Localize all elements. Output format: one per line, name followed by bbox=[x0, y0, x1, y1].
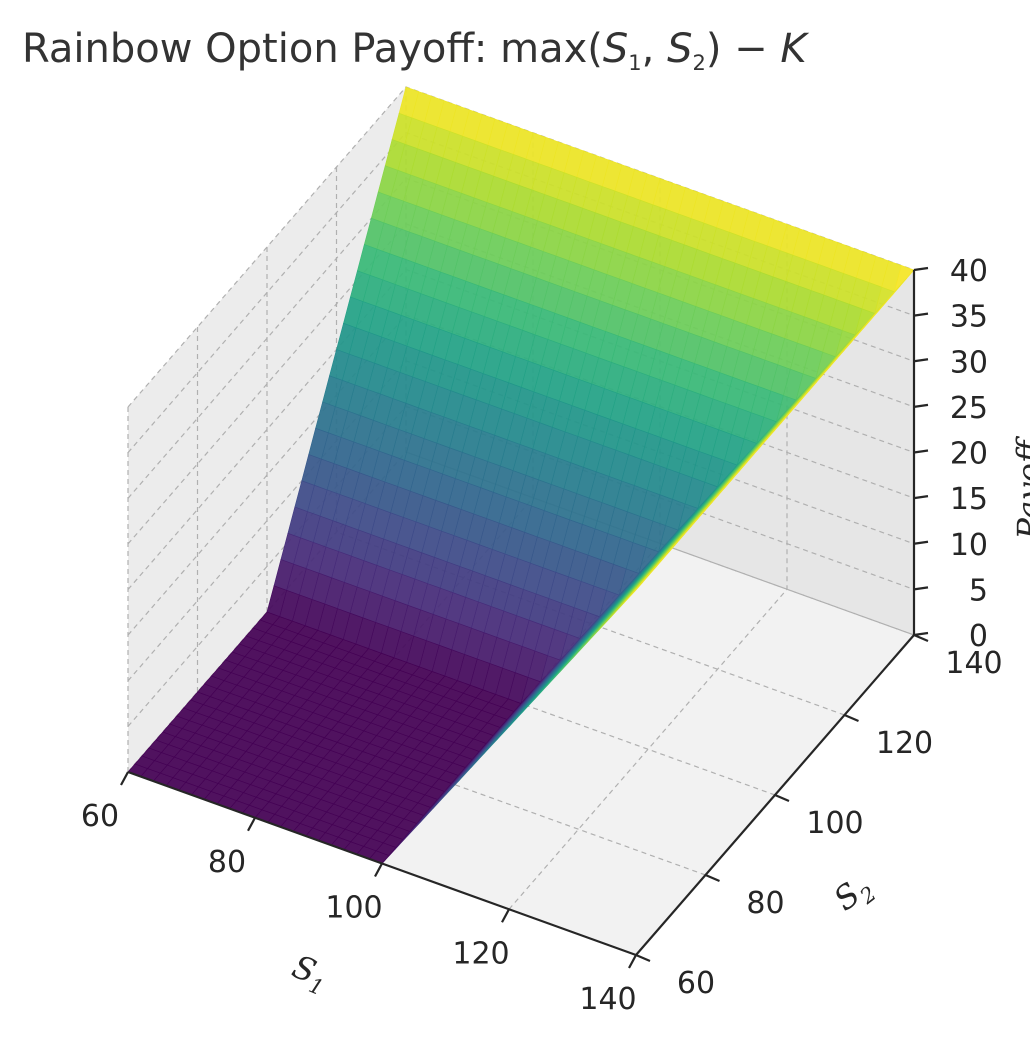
grid-line-y bbox=[335, 167, 845, 716]
x-tick bbox=[374, 862, 383, 878]
x-tick-label: 120 bbox=[452, 936, 509, 971]
z-tick-label: 0 bbox=[969, 619, 988, 654]
chart-title: Rainbow Option Payoff: max(S1, S2) − K bbox=[22, 26, 809, 75]
z-tick-label: 5 bbox=[969, 573, 988, 608]
y-tick bbox=[635, 953, 651, 963]
y-tick-label: 60 bbox=[677, 966, 715, 1001]
z-tick-label: 25 bbox=[950, 391, 988, 426]
z-tick bbox=[913, 312, 929, 317]
z-tick-label: 30 bbox=[950, 345, 988, 380]
y-axis-label: S2 bbox=[827, 867, 881, 923]
surface-patch bbox=[623, 581, 644, 604]
z-tick bbox=[913, 358, 929, 363]
y-tick-label: 100 bbox=[806, 806, 863, 841]
z-tick bbox=[913, 540, 929, 545]
x-tick-label: 140 bbox=[579, 982, 636, 1017]
x-tick-label: 80 bbox=[208, 845, 246, 880]
z-tick-label: 40 bbox=[950, 254, 988, 289]
payoff-surface bbox=[127, 86, 915, 864]
z-tick-label: 15 bbox=[950, 482, 988, 517]
grid-line-y bbox=[266, 247, 776, 796]
z-tick-label: 20 bbox=[950, 437, 988, 472]
z-tick bbox=[913, 586, 929, 591]
y-tick-label: 120 bbox=[876, 726, 933, 761]
z-axis-label: Payoff bbox=[1010, 435, 1030, 541]
x-axis-label: S1 bbox=[285, 947, 334, 1000]
x-tick bbox=[120, 771, 129, 786]
x-tick bbox=[247, 817, 256, 832]
y-tick-label: 80 bbox=[746, 886, 784, 921]
x-tick bbox=[501, 908, 510, 923]
grid-line-y bbox=[196, 327, 706, 876]
y-tick bbox=[774, 793, 790, 803]
x-tick-label: 60 bbox=[81, 799, 119, 834]
y-tick bbox=[705, 873, 720, 883]
z-tick bbox=[913, 495, 929, 500]
z-tick-label: 35 bbox=[950, 300, 988, 335]
x-tick-label: 100 bbox=[325, 891, 382, 926]
axis-lines bbox=[120, 266, 929, 969]
y-tick bbox=[913, 633, 929, 643]
x-tick bbox=[628, 954, 637, 969]
z-tick bbox=[913, 403, 929, 408]
z-tick bbox=[913, 449, 929, 454]
z-tick-label: 10 bbox=[950, 528, 988, 563]
grid-line-y bbox=[127, 407, 637, 956]
z-tick bbox=[913, 631, 929, 637]
y-tick bbox=[844, 713, 859, 723]
z-tick bbox=[913, 266, 929, 272]
y-tick-label: 140 bbox=[945, 646, 1002, 681]
